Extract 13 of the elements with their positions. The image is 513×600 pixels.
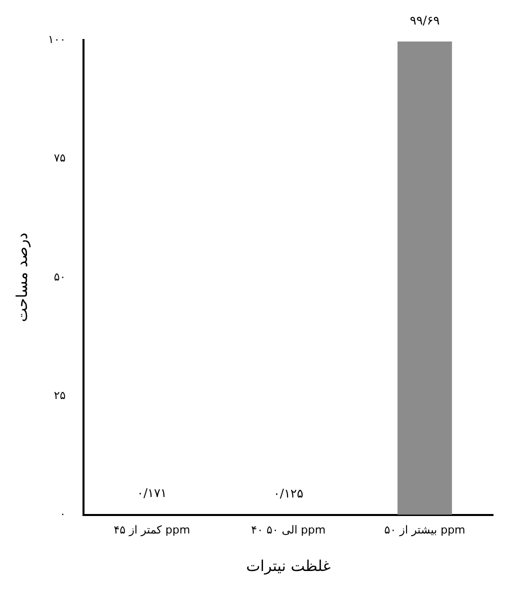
x-tick-label: بیشتر از ۵۰ ppm: [384, 523, 466, 536]
y-tick-label: ۷۵: [54, 152, 66, 165]
data-label: ۰/۱۲۵: [273, 486, 304, 500]
y-tick-label: ۱۰۰: [48, 32, 66, 46]
y-axis-title: درصد مساحت: [12, 232, 31, 322]
x-axis-title: غلظت نیترات: [246, 556, 331, 575]
y-tick-label: ۰: [60, 508, 66, 521]
y-tick-label: ۵۰: [54, 270, 66, 284]
x-tick-label: کمتر از ۴۵ ppm: [114, 523, 190, 536]
data-label: ۰/۱۷۱: [137, 486, 167, 500]
data-label: ۹۹/۶۹: [410, 14, 440, 28]
x-tick-label: ۴۰ الی ۵۰ ppm: [251, 523, 326, 536]
y-tick-label: ۲۵: [54, 388, 66, 402]
